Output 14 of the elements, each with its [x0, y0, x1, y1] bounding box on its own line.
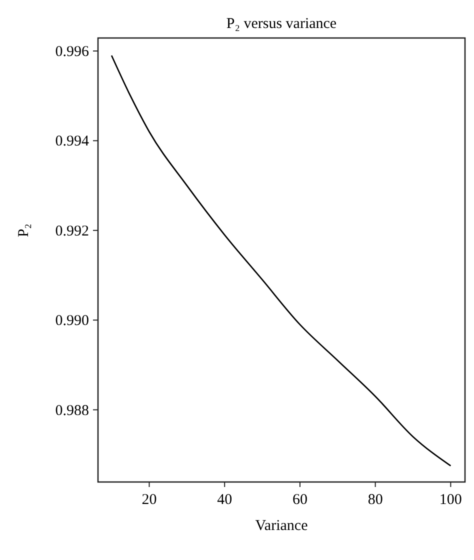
- x-tick-label: 60: [292, 492, 308, 508]
- chart-title: P₂ versus variance: [226, 16, 337, 32]
- y-tick-label: 0.996: [55, 44, 90, 60]
- y-tick-label: 0.988: [55, 402, 89, 419]
- y-tick-label: 0.994: [55, 134, 90, 150]
- x-tick-label: 20: [142, 492, 157, 508]
- x-tick-label: 80: [368, 492, 383, 508]
- line-series: [110, 54, 452, 467]
- y-axis-title: P₂: [16, 224, 32, 238]
- x-tick-label: 40: [217, 492, 232, 508]
- y-tick-label: 0.992: [55, 223, 89, 240]
- x-axis-title: Variance: [255, 518, 308, 534]
- y-tick-label: 0.990: [55, 313, 89, 330]
- x-tick-label: 100: [439, 492, 462, 508]
